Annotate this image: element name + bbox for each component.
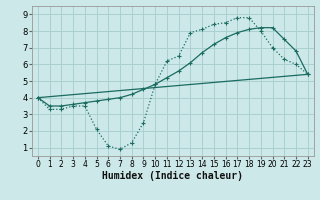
- X-axis label: Humidex (Indice chaleur): Humidex (Indice chaleur): [102, 171, 243, 181]
